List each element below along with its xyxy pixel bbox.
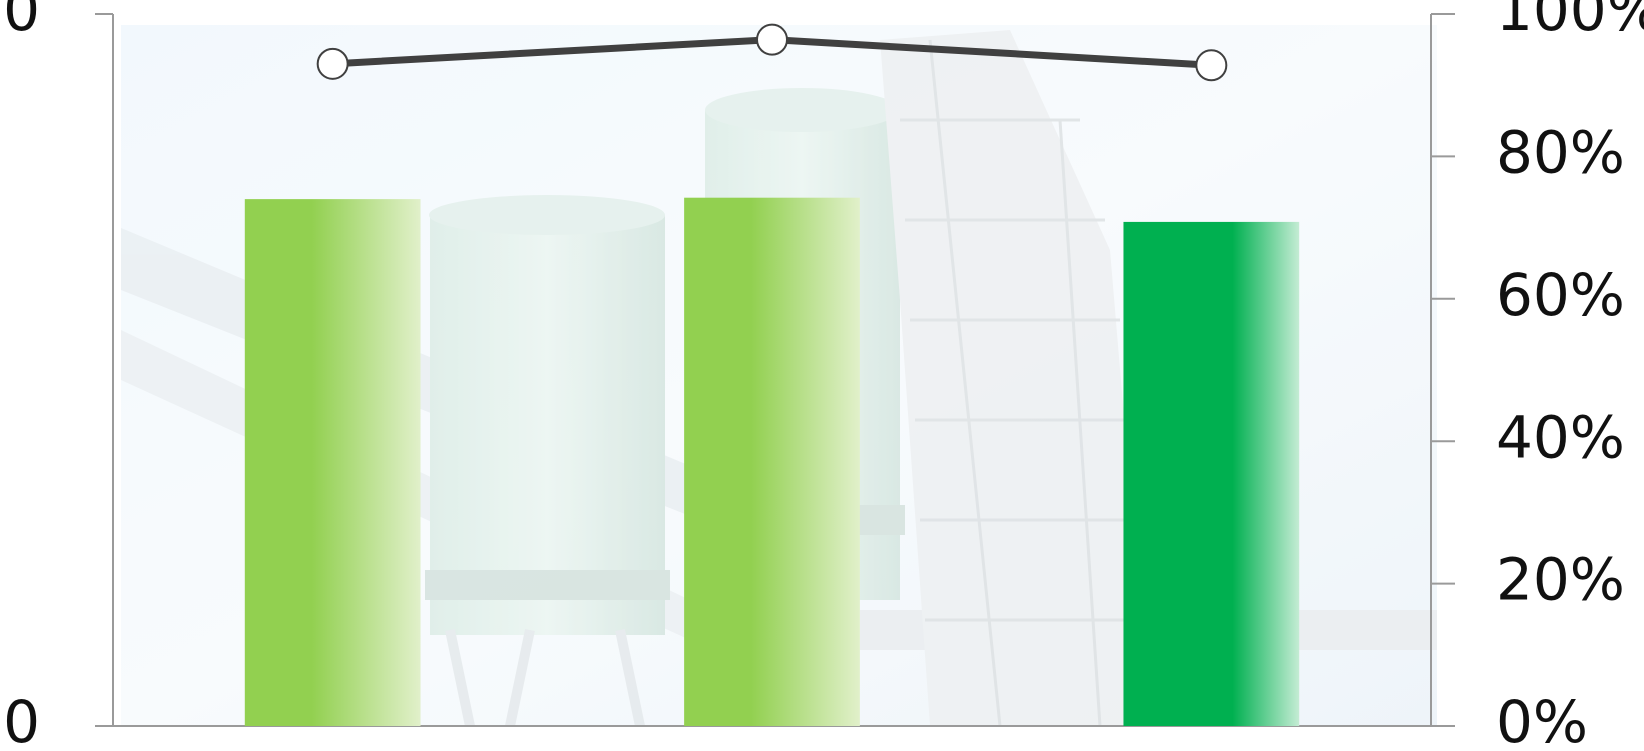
left-axis (95, 13, 114, 727)
right-tick-label-2: 40% (1496, 403, 1625, 471)
bar-1 (244, 199, 421, 726)
right-tick-labels: 0% 20% 40% 60% 80% 100% (1496, 0, 1644, 751)
left-tick-label-top: 100 (0, 0, 40, 44)
right-tick-label-1: 20% (1496, 546, 1625, 614)
right-tick-label-5: 100% (1496, 0, 1644, 44)
left-tick-label-bottom: 0 (3, 688, 40, 751)
right-axis (1430, 13, 1455, 727)
line-series (316, 23, 1228, 82)
bar-series (244, 197, 1300, 727)
right-tick-label-0: 0% (1496, 688, 1588, 751)
right-tick-label-3: 60% (1496, 261, 1625, 329)
bar-3 (1123, 221, 1300, 727)
bar-2 (684, 197, 860, 727)
line-point-3 (1195, 49, 1228, 82)
line-point-1 (316, 47, 349, 80)
line-point-2 (756, 23, 788, 56)
right-tick-label-4: 80% (1496, 119, 1625, 187)
